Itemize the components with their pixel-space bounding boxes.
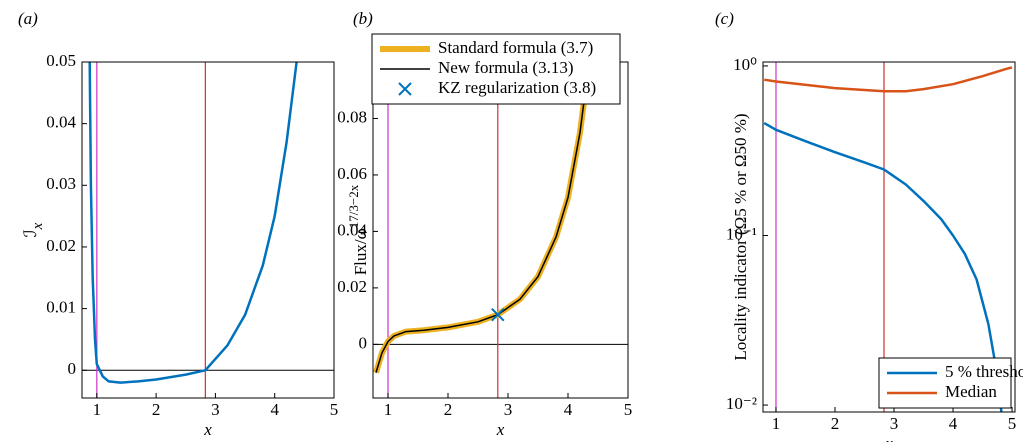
y-tick-label: 0.02 [337,277,367,296]
y-tick-label: 0 [359,333,368,352]
y-axis-label: Locality indicator (Ω5 % or Ω50 %) [731,113,750,360]
y-axis-label-sub: x [30,222,46,230]
x-tick-label: 5 [624,400,633,419]
y-tick-label: 10⁰ [733,55,757,74]
line-series [88,62,298,384]
plot-area [82,62,334,398]
axes-box [372,61,629,399]
y-axis-label-sup: 17/3−2x [346,184,361,228]
y-tick-label: 0.01 [46,298,76,317]
axes-box [81,61,335,399]
x-tick-label: 5 [330,400,339,419]
y-tick-label: 0.04 [46,113,76,132]
cross-path [398,82,412,96]
cross-path [491,307,505,322]
y-tick-label: 10⁻¹ [726,224,757,243]
y-axis-label-main: Locality indicator (Ω5 % or Ω50 %) [731,113,750,360]
x-tick-label: 2 [152,400,161,419]
y-tick-label: 10⁻² [726,394,757,413]
x-tick-label: 3 [890,414,899,433]
legend-label: KZ regularization (3.8) [438,78,596,97]
x-axis-label: x [496,420,505,439]
x-tick-label: 1 [93,400,102,419]
panel-label: (c) [715,9,734,28]
x-tick-label: 1 [384,400,393,419]
line-series [373,62,592,374]
x-tick-label: 2 [444,400,453,419]
plot-area [373,62,628,398]
axes-box [762,61,1016,413]
x-tick-label: 4 [564,400,573,419]
cross-marker [491,307,505,322]
legend-label: Standard formula (3.7) [438,38,593,57]
y-axis-label: Flux/ω17/3−2x [346,184,370,275]
legend-label: New formula (3.13) [438,58,574,77]
cross-marker [398,82,412,96]
panel-label: (a) [18,9,38,28]
y-tick-label: 0.03 [46,174,76,193]
y-tick-label: 0.05 [46,51,76,70]
y-tick-label: 0 [68,359,77,378]
legend-label: 5 % threshold [945,362,1023,381]
legend-box [878,357,1012,409]
line-series [375,62,590,373]
legend-label: Median [945,382,997,401]
x-axis-label: x [884,434,893,442]
y-axis-label-main: Flux/ω [351,228,370,275]
x-tick-label: 4 [270,400,279,419]
line-series [763,122,1003,412]
x-tick-label: 3 [211,400,220,419]
y-tick-label: 0.06 [337,164,367,183]
plot-area [763,62,1013,412]
y-tick-label: 0.04 [337,220,367,239]
panel-label: (b) [353,9,373,28]
y-tick-label: 0.02 [46,236,76,255]
x-tick-label: 1 [772,414,781,433]
y-tick-label: 0.08 [337,107,367,126]
x-tick-label: 2 [831,414,840,433]
x-tick-label: 5 [1008,414,1017,433]
x-tick-label: 3 [504,400,513,419]
x-tick-label: 4 [949,414,958,433]
line-series [764,66,1013,93]
y-axis-label-main: ℐ [21,229,40,237]
x-axis-label: x [203,420,212,439]
y-axis-label: ℐx [21,222,47,237]
